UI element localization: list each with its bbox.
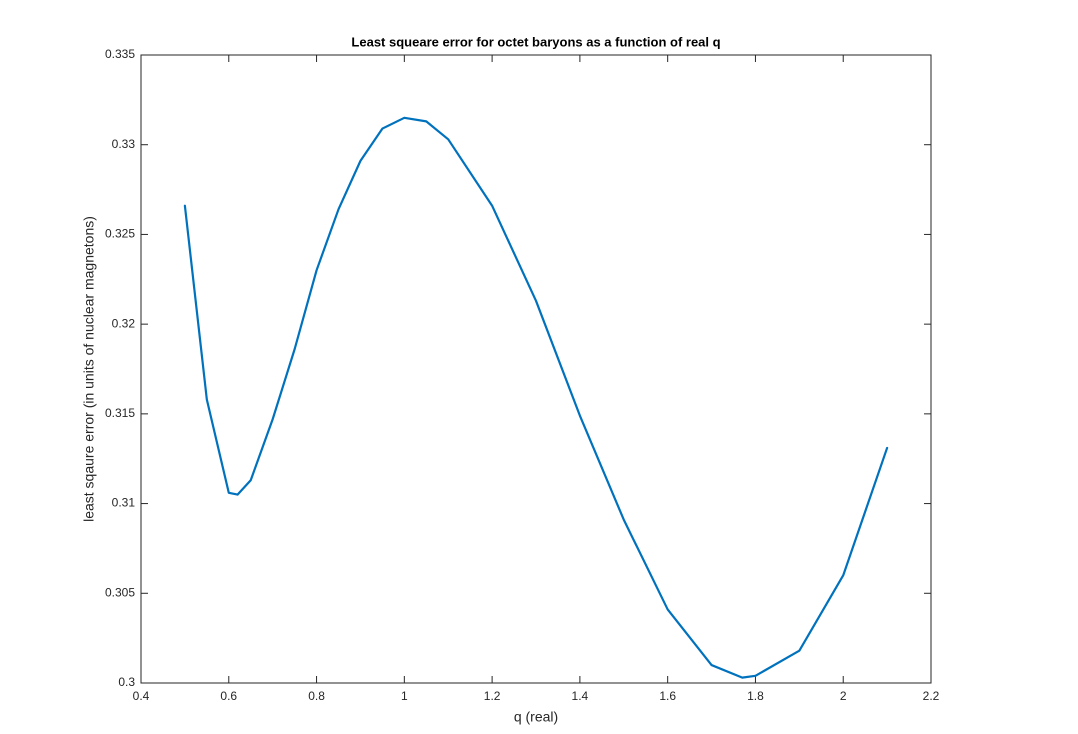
x-tick-label: 1.2 [484,689,501,703]
x-tick-label: 1.8 [747,689,764,703]
plot-frame [140,54,932,684]
x-tick-label: 1 [401,689,408,703]
x-tick-label: 0.8 [308,689,325,703]
y-tick-label: 0.3 [118,675,135,689]
x-tick-label: 0.4 [133,689,150,703]
data-line [183,116,889,679]
x-axis-label: q (real) [514,709,558,725]
x-tick-label: 2 [840,689,847,703]
x-tick-label: 1.6 [659,689,676,703]
x-tick-label: 0.6 [220,689,237,703]
x-tick-label: 2.2 [923,689,940,703]
y-axis-label: least sqaure error (in units of nuclear … [81,216,97,522]
y-tick-label: 0.305 [105,585,135,599]
y-tick-label: 0.325 [105,227,135,241]
y-tick-label: 0.32 [112,316,136,330]
y-tick-label: 0.335 [105,47,135,61]
y-tick-label: 0.33 [112,137,136,151]
chart-title: Least squeare error for octet baryons as… [351,34,720,49]
x-tick-label: 1.4 [572,689,589,703]
y-tick-label: 0.31 [112,496,136,510]
y-tick-label: 0.315 [105,406,135,420]
